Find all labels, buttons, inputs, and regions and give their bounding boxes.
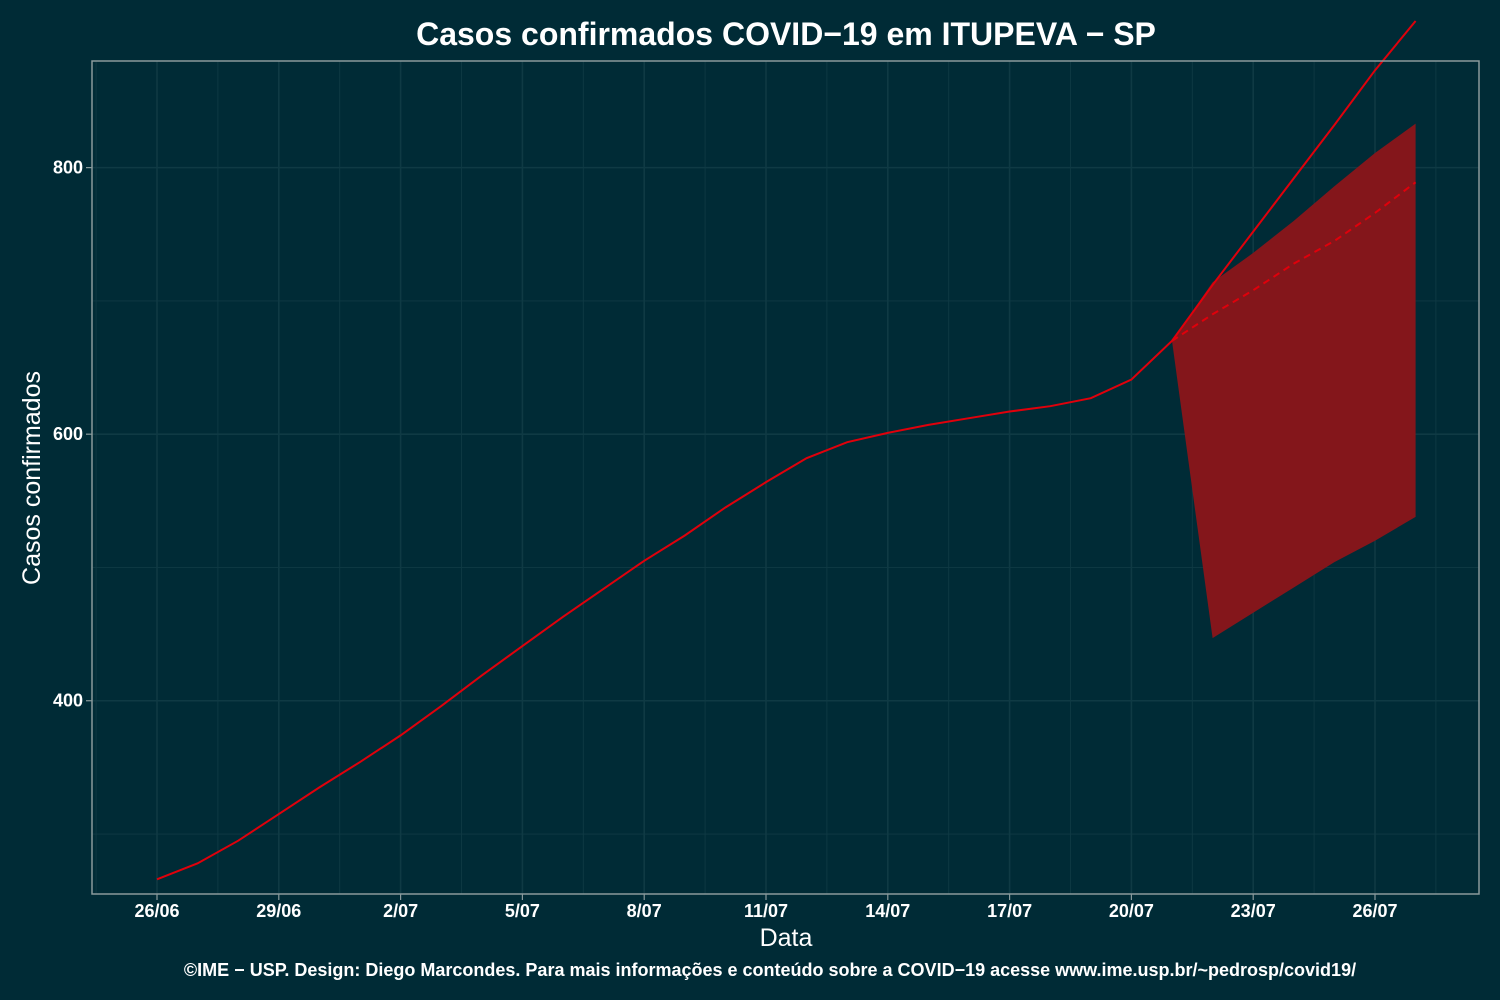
x-tick-label: 17/07: [987, 901, 1032, 921]
y-axis-title: Casos confirmados: [18, 371, 46, 585]
x-tick-label: 14/07: [865, 901, 910, 921]
x-tick-label: 2/07: [383, 901, 418, 921]
series-line-observed: [156, 20, 1417, 881]
x-axis: 26/06 29/06 2/07 5/07 8/07 11/07 14/07 17/07 20/…: [134, 894, 1398, 921]
x-tick-label: 26/07: [1352, 901, 1397, 921]
y-axis: 400 600 800: [53, 158, 92, 711]
prediction-band: [1172, 123, 1416, 639]
series-lines: [156, 20, 1417, 881]
x-tick-label: 5/07: [505, 901, 540, 921]
y-tick-label: 600: [53, 424, 83, 444]
caption: ©IME − USP. Design: Diego Marcondes. Par…: [184, 960, 1356, 980]
y-tick-label: 400: [53, 691, 83, 711]
y-tick-label: 800: [53, 158, 83, 178]
chart-title: Casos confirmados COVID−19 em ITUPEVA − …: [416, 16, 1156, 52]
x-tick-label: 23/07: [1231, 901, 1276, 921]
plot-frame: [91, 60, 1480, 895]
x-tick-label: 20/07: [1109, 901, 1154, 921]
x-tick-label: 8/07: [627, 901, 662, 921]
x-tick-label: 11/07: [744, 901, 788, 921]
series-line-forecast: [1171, 181, 1417, 342]
x-tick-label: 29/06: [256, 901, 301, 921]
prediction-band-area: [1172, 123, 1416, 639]
x-tick-label: 26/06: [134, 901, 179, 921]
x-axis-title: Data: [760, 924, 813, 952]
